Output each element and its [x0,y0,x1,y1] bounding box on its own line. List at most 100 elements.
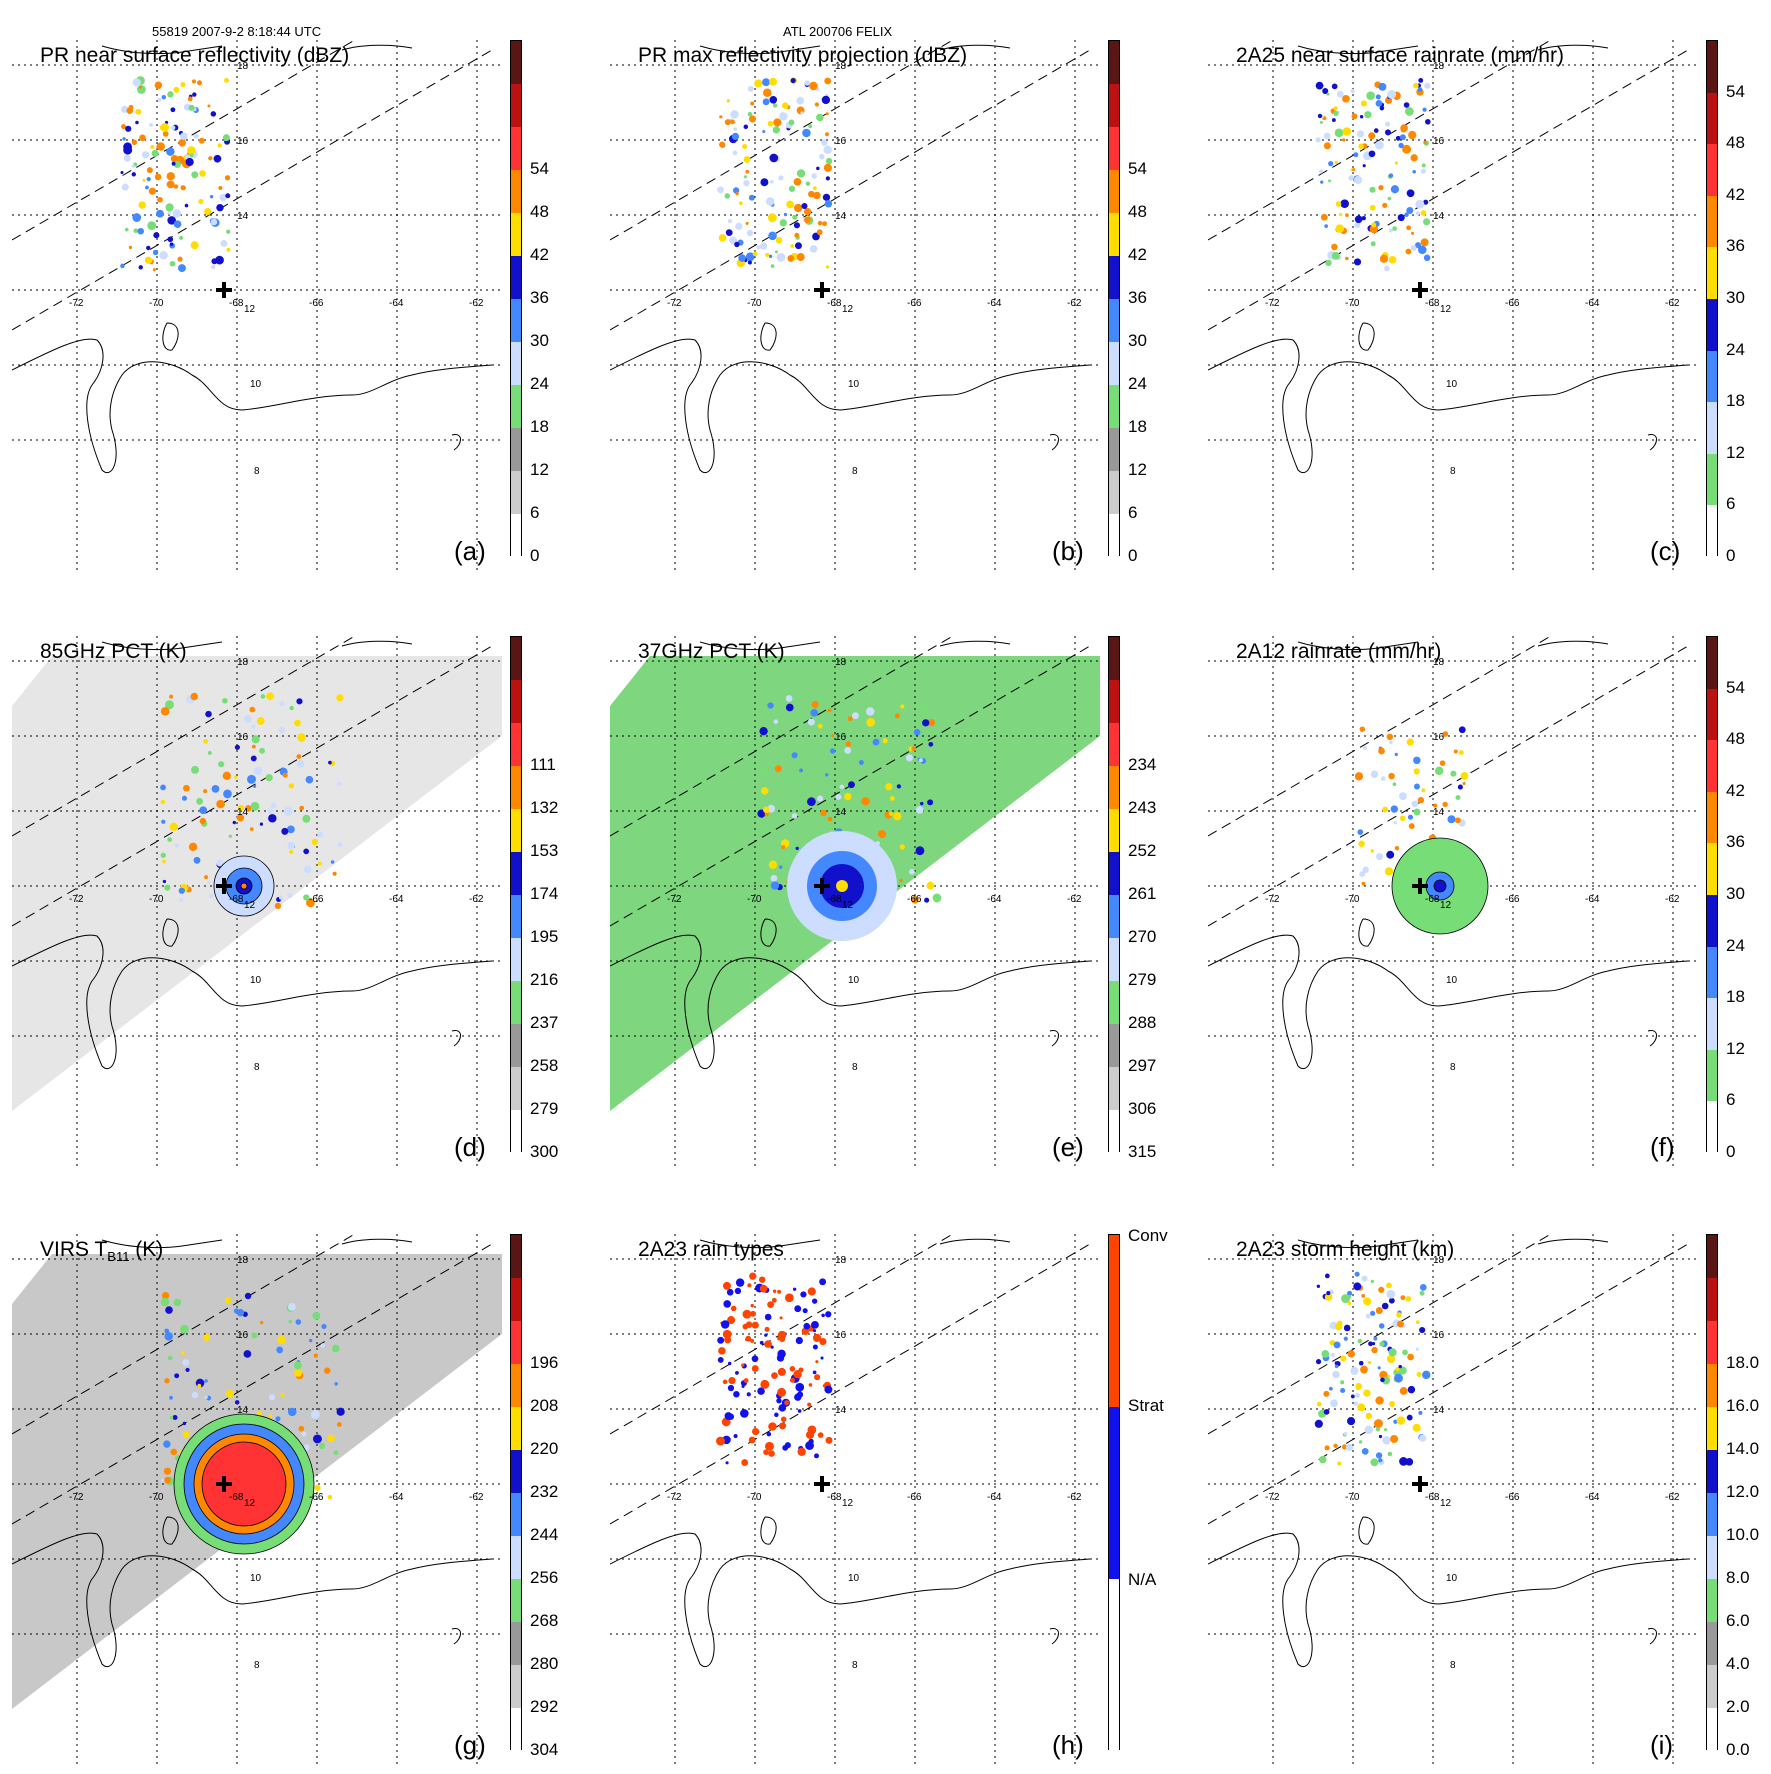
precip-cell [927,718,936,727]
precip-cell [334,1382,338,1386]
precip-cell [760,178,769,187]
colorbar-tick-label: 18 [530,417,549,436]
precip-cell [1462,781,1466,786]
precip-cell [312,1311,321,1320]
precip-cell [1342,138,1346,142]
precip-cell [1399,1387,1408,1395]
precip-cell [185,1367,190,1373]
precip-cell [928,741,934,747]
precip-cell [149,123,153,127]
colorbar-tick-label: 279 [1128,970,1157,989]
precip-cell [251,735,260,744]
precip-cell [280,1393,285,1398]
precip-cell [180,185,186,191]
precip-cell [276,1346,284,1354]
precip-cell [1454,817,1461,824]
colorbar-tick-label: 36 [1726,236,1745,256]
panel-letter: (d) [454,1132,486,1162]
precip-cell [1361,881,1366,886]
precip-cell [287,1302,296,1311]
precip-cell [1315,1359,1322,1365]
colorbar-tick-label: 14.0 [1726,1439,1760,1458]
colorbar-tick-label: 54 [1726,677,1745,697]
precip-cell [162,131,169,137]
precip-cell [1368,150,1376,158]
precip-cell [743,156,751,163]
precip-cell [769,153,779,163]
lat-label: 10 [1446,1573,1458,1584]
colorbar-tick-label: 174 [530,884,559,903]
precip-cell [218,761,225,768]
storm-center-marker [814,282,830,298]
precip-cell [839,784,845,790]
precip-cell [209,195,214,199]
precip-cell [251,1332,258,1339]
colorbar-tick-label: 0 [1726,546,1736,565]
precip-cell [1361,1275,1368,1282]
colorbar-segment [1109,84,1119,127]
precip-cell [1340,1355,1347,1362]
precip-cell [1387,1451,1393,1457]
precip-cell [1370,1458,1379,1467]
precip-cell [180,132,188,140]
precip-cell [733,1390,740,1398]
precip-cell [204,1395,208,1399]
precip-cell [899,844,906,850]
precip-cell [723,1300,732,1308]
precip-cell [1392,782,1397,787]
precip-cell [1341,1444,1348,1450]
precip-cell [288,783,295,789]
precip-cell [204,207,212,216]
precip-cell [722,1329,732,1339]
precip-cell [1390,185,1400,194]
precip-cell [1320,213,1328,221]
precip-cell [814,1374,821,1381]
precip-cell [173,220,182,228]
precip-cell [191,765,199,774]
colorbar-tick-label: 6 [1128,503,1138,522]
map-area [12,636,502,1166]
precip-cell [133,228,139,234]
precip-cell [166,180,175,189]
precip-cell [223,789,232,799]
precip-cell [296,698,303,705]
precip-cell [824,200,833,208]
precip-cell [1419,1434,1427,1442]
storm-center-marker [216,1476,232,1492]
precip-cell [181,795,187,801]
precip-cell [872,738,880,746]
precip-cell [719,115,723,119]
precip-cell [774,1412,779,1418]
precip-cell [268,814,277,823]
precip-cell [728,1376,736,1385]
precip-cell [1380,1377,1385,1383]
precip-cell [762,129,766,133]
precip-cell [725,229,733,237]
colorbar-segment [1707,1278,1717,1321]
precip-cell [844,792,852,801]
precip-cell [321,1323,327,1329]
precip-cell [217,143,222,148]
precip-cell [1361,215,1366,221]
colorbar-segment [1707,1708,1717,1751]
precip-cell [1387,90,1397,99]
colorbar-segment [1707,688,1717,741]
precip-cell [1415,1320,1420,1324]
precip-cell [1384,129,1392,136]
lat-label: 8 [254,466,260,477]
colorbar-segment [1707,453,1717,506]
precip-cell [287,841,295,850]
precip-cell [732,187,740,194]
panel-title-text: 2A23 rain types [638,1238,784,1261]
precip-cell [1442,731,1449,737]
precip-cell [1455,795,1461,801]
precip-cell [774,765,782,773]
precip-cell [1422,1370,1431,1380]
panel-letter: (h) [1052,1730,1084,1760]
lon-label: -62 [1067,894,1082,905]
colorbar-segment [511,1708,521,1751]
lon-label: -68 [229,298,244,309]
precip-cell [1388,772,1395,780]
precip-cell [222,771,231,780]
precip-cell [243,1350,252,1358]
